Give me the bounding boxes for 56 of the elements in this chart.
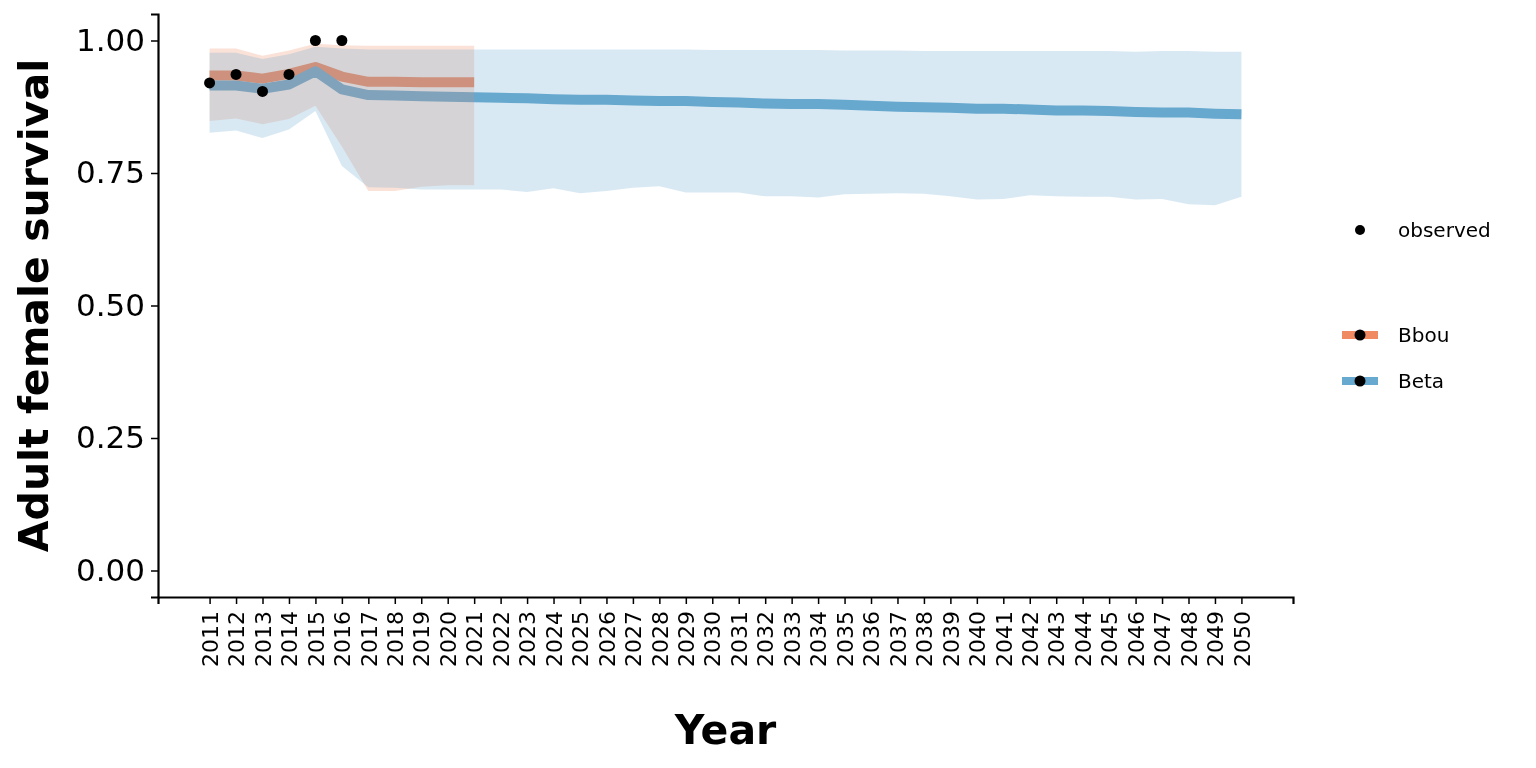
x-tick-label: 2016 <box>330 611 356 667</box>
x-tick-label: 2022 <box>488 611 514 667</box>
x-tick-label: 2013 <box>250 611 276 667</box>
point <box>204 77 216 89</box>
y-tick-label: 0.25 <box>75 419 145 456</box>
y-tick-label: 1.00 <box>75 21 145 58</box>
x-tick-label: 2036 <box>859 611 885 667</box>
x-tick-label: 2020 <box>435 611 461 667</box>
x-tick-label: 2031 <box>726 611 752 667</box>
legend-label: observed <box>1398 218 1491 242</box>
x-tick-label: 2025 <box>568 611 594 667</box>
y-tick-label: 0.75 <box>75 154 145 191</box>
x-tick-label: 2045 <box>1097 611 1123 667</box>
x-tick-label: 2043 <box>1044 611 1070 667</box>
point <box>336 35 348 46</box>
point <box>283 68 295 80</box>
x-tick-label: 2039 <box>938 611 964 667</box>
x-tick-label: 2041 <box>991 611 1017 667</box>
x-tick-label: 2018 <box>382 611 408 667</box>
y-tick-label: 0.50 <box>75 286 145 323</box>
point <box>257 85 269 97</box>
x-tick-label: 2017 <box>356 611 382 667</box>
x-tick-label: 2048 <box>1176 611 1202 667</box>
y-tick-label: 0.00 <box>75 551 145 588</box>
x-tick-label: 2028 <box>647 611 673 667</box>
x-tick-label: 2035 <box>832 611 858 667</box>
point <box>230 68 242 80</box>
x-tick-label: 2027 <box>621 611 647 667</box>
x-tick-label: 2014 <box>277 611 303 667</box>
x-tick-label: 2033 <box>779 611 805 667</box>
x-tick-label: 2032 <box>753 611 779 667</box>
x-tick-label: 2049 <box>1203 611 1229 667</box>
y-axis-title: Adult female survival <box>10 58 58 553</box>
x-tick-label: 2044 <box>1070 611 1096 667</box>
x-tick-label: 2011 <box>197 611 223 667</box>
x-tick-label: 2034 <box>806 611 832 667</box>
x-tick-label: 2030 <box>700 611 726 667</box>
x-tick-label: 2047 <box>1150 611 1176 667</box>
point <box>309 35 321 46</box>
x-tick-label: 2037 <box>885 611 911 667</box>
x-axis-title: Year <box>673 706 778 754</box>
x-tick-label: 2046 <box>1123 611 1149 667</box>
x-tick-label: 2029 <box>674 611 700 667</box>
legend-label: Beta <box>1398 369 1445 393</box>
x-tick-label: 2040 <box>965 611 991 667</box>
x-tick-label: 2021 <box>462 611 488 667</box>
x-tick-label: 2050 <box>1229 611 1255 667</box>
legend-label: Bbou <box>1398 323 1450 347</box>
x-tick-label: 2038 <box>912 611 938 667</box>
x-tick-label: 2026 <box>594 611 620 667</box>
x-tick-label: 2023 <box>515 611 541 667</box>
x-tick-label: 2019 <box>409 611 435 667</box>
x-tick-label: 2024 <box>541 611 567 667</box>
x-tick-label: 2012 <box>224 611 250 667</box>
x-tick-label: 2042 <box>1017 611 1043 667</box>
x-tick-label: 2015 <box>303 611 329 667</box>
